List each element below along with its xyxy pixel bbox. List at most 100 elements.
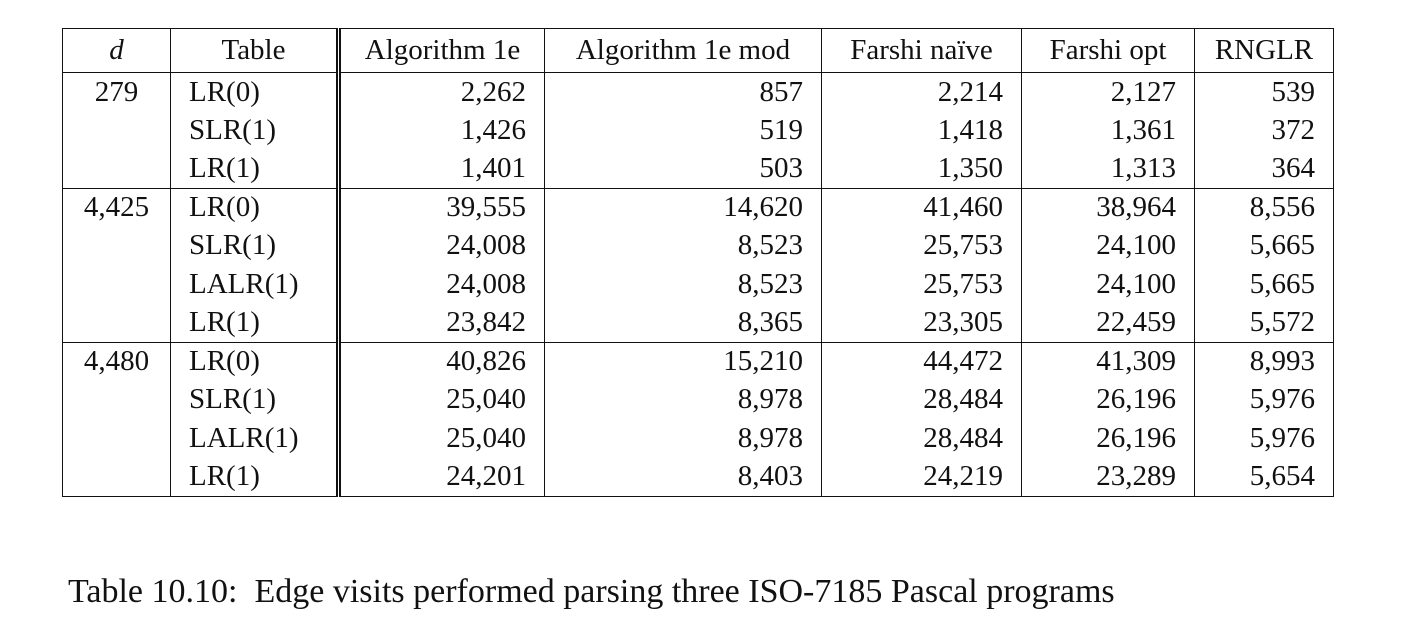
cell-farshi-opt: 41,309 [1021, 341, 1195, 381]
cell-table-type: LALR(1) [170, 265, 339, 304]
cell-farshi-opt: 1,361 [1021, 111, 1195, 150]
col-header-algorithm-1e-mod: Algorithm 1e mod [544, 28, 822, 73]
cell-algorithm-1e-mod: 14,620 [544, 187, 822, 227]
cell-rnglr: 5,654 [1194, 457, 1334, 496]
cell-table-type: LR(0) [170, 72, 339, 111]
cell-rnglr: 5,976 [1194, 419, 1334, 458]
cell-table-type: SLR(1) [170, 111, 339, 150]
cell-algorithm-1e: 25,040 [336, 380, 545, 419]
cell-algorithm-1e-mod: 8,403 [544, 457, 822, 496]
cell-rnglr: 8,993 [1194, 341, 1334, 381]
cell-table-type: LALR(1) [170, 419, 339, 458]
cell-algorithm-1e-mod: 8,523 [544, 265, 822, 304]
cell-d: 279 [94, 75, 139, 108]
cell-d: 4,425 [62, 187, 171, 227]
cell-farshi-naive: 28,484 [821, 380, 1022, 419]
cell-rnglr: 5,976 [1194, 380, 1334, 419]
cell-algorithm-1e: 25,040 [336, 419, 545, 458]
cell-rnglr: 5,665 [1194, 226, 1334, 265]
cell-farshi-naive: 2,214 [821, 72, 1022, 111]
table-row: LALR(1) 25,040 8,978 28,484 26,196 5,976 [63, 419, 1334, 458]
cell-farshi-naive: 41,460 [821, 187, 1022, 227]
cell-rnglr: 5,572 [1194, 303, 1334, 342]
table-row: LR(1) 24,201 8,403 24,219 23,289 5,654 [63, 457, 1334, 497]
cell-algorithm-1e: 1,426 [336, 111, 545, 150]
col-header-farshi-naive: Farshi naïve [821, 28, 1022, 73]
cell-farshi-naive: 25,753 [821, 265, 1022, 304]
cell-farshi-opt: 26,196 [1021, 380, 1195, 419]
cell-table-type: LR(0) [170, 187, 339, 227]
table-header-row: d Table Algorithm 1e Algorithm 1e mod Fa… [62, 28, 1334, 73]
table-row: 4,425 LR(0) 39,555 14,620 41,460 38,964 … [62, 187, 1334, 227]
table-row: 4,480 LR(0) 40,826 15,210 44,472 41,309 … [62, 341, 1334, 381]
cell-table-type: LR(0) [170, 341, 339, 381]
cell-farshi-opt: 23,289 [1021, 457, 1195, 496]
cell-farshi-naive: 1,418 [821, 111, 1022, 150]
cell-table-type: SLR(1) [170, 380, 339, 419]
cell-algorithm-1e-mod: 8,523 [544, 226, 822, 265]
cell-algorithm-1e: 24,008 [336, 265, 545, 304]
table-row: 279 LR(0) 2,262 857 2,214 2,127 539 [63, 72, 1334, 111]
cell-farshi-naive: 23,305 [821, 303, 1022, 342]
cell-table-type: LR(1) [170, 303, 339, 342]
cell-farshi-naive: 44,472 [821, 341, 1022, 381]
cell-d [63, 304, 171, 343]
edge-visits-table: d Table Algorithm 1e Algorithm 1e mod Fa… [62, 28, 1334, 497]
cell-algorithm-1e-mod: 857 [544, 72, 822, 111]
cell-farshi-opt: 38,964 [1021, 187, 1195, 227]
cell-algorithm-1e-mod: 519 [544, 111, 822, 150]
cell-farshi-naive: 28,484 [821, 419, 1022, 458]
table-caption: Table 10.10: Edge visits performed parsin… [68, 572, 1115, 611]
caption-text: Edge visits performed parsing three ISO-… [254, 573, 1115, 610]
table-row: SLR(1) 25,040 8,978 28,484 26,196 5,976 [63, 380, 1334, 420]
cell-algorithm-1e: 23,842 [336, 303, 545, 342]
table-row: LR(1) 1,401 503 1,350 1,313 364 [63, 149, 1334, 189]
cell-farshi-opt: 22,459 [1021, 303, 1195, 342]
cell-d: 4,480 [62, 341, 171, 381]
cell-d [63, 419, 171, 458]
cell-farshi-opt: 24,100 [1021, 265, 1195, 304]
col-header-d: d [62, 28, 171, 73]
cell-farshi-opt: 26,196 [1021, 419, 1195, 458]
cell-algorithm-1e-mod: 8,365 [544, 303, 822, 342]
cell-algorithm-1e-mod: 503 [544, 149, 822, 188]
table-row: LR(1) 23,842 8,365 23,305 22,459 5,572 [63, 303, 1334, 343]
cell-farshi-opt: 2,127 [1021, 72, 1195, 111]
cell-farshi-naive: 25,753 [821, 226, 1022, 265]
cell-algorithm-1e-mod: 8,978 [544, 380, 822, 419]
cell-d [63, 227, 171, 266]
cell-algorithm-1e: 1,401 [336, 149, 545, 188]
cell-algorithm-1e-mod: 8,978 [544, 419, 822, 458]
cell-rnglr: 364 [1194, 149, 1334, 188]
cell-algorithm-1e-mod: 15,210 [544, 341, 822, 381]
cell-farshi-naive: 1,350 [821, 149, 1022, 188]
caption-label: Table 10.10: [68, 573, 238, 610]
cell-d [63, 265, 171, 304]
cell-d [63, 381, 171, 420]
cell-rnglr: 5,665 [1194, 265, 1334, 304]
col-header-table: Table [170, 28, 339, 73]
cell-algorithm-1e: 40,826 [336, 341, 545, 381]
cell-table-type: LR(1) [170, 149, 339, 188]
cell-table-type: LR(1) [170, 457, 339, 496]
table-row: SLR(1) 1,426 519 1,418 1,361 372 [63, 111, 1334, 150]
col-header-farshi-opt: Farshi opt [1021, 28, 1195, 73]
cell-rnglr: 539 [1194, 72, 1334, 111]
cell-table-type: SLR(1) [170, 226, 339, 265]
col-header-algorithm-1e: Algorithm 1e [336, 28, 545, 73]
cell-d [63, 111, 171, 150]
table-row: LALR(1) 24,008 8,523 25,753 24,100 5,665 [63, 265, 1334, 304]
cell-farshi-opt: 1,313 [1021, 149, 1195, 188]
cell-algorithm-1e: 39,555 [336, 187, 545, 227]
cell-farshi-naive: 24,219 [821, 457, 1022, 496]
cell-d [63, 150, 171, 189]
col-header-rnglr: RNGLR [1194, 28, 1334, 73]
cell-rnglr: 8,556 [1194, 187, 1334, 227]
cell-algorithm-1e: 24,008 [336, 226, 545, 265]
table-row: SLR(1) 24,008 8,523 25,753 24,100 5,665 [63, 226, 1334, 266]
cell-d [63, 458, 171, 497]
cell-farshi-opt: 24,100 [1021, 226, 1195, 265]
cell-algorithm-1e: 2,262 [336, 72, 545, 111]
cell-rnglr: 372 [1194, 111, 1334, 150]
